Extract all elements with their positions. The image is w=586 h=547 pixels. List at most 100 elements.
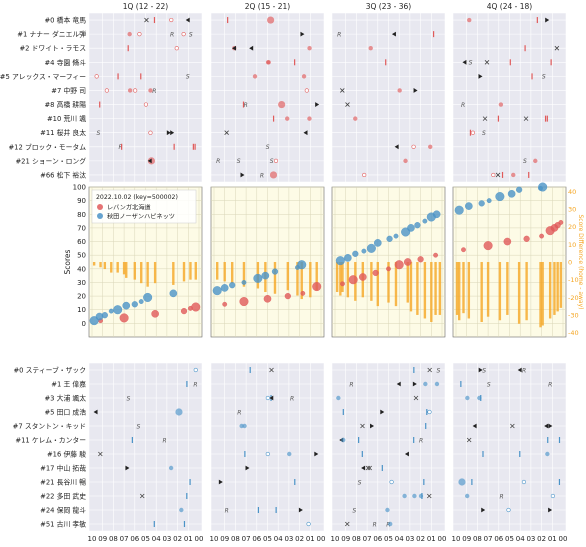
home-score-point [284,292,291,300]
x-tick-label: 07 [242,535,251,543]
free-throw-marker [273,158,279,163]
shot-made-marker [266,60,271,65]
foul-marker [426,409,428,415]
sub-in-marker [315,102,320,107]
away-score-point [212,286,222,296]
free-throw-marker [148,130,153,135]
steal-marker: S [482,130,486,137]
shot-made-marker [239,423,244,429]
home-player-label: #1 ナナー ダニエル弾 [17,30,86,39]
foul-marker [121,143,123,150]
foul-marker [509,59,511,66]
away-score-point [486,198,492,204]
shot-made-marker [368,46,373,51]
steal-marker: S [437,367,441,374]
score-diff-bar [376,262,379,307]
score-diff-bar [103,262,107,270]
foul-marker [358,437,360,443]
score-diff-bar [194,262,197,280]
sub-in-marker [298,507,303,513]
sub-in-marker [218,479,223,485]
quarter-title: 4Q (24 - 18) [487,2,533,11]
x-tick-label: 08 [231,535,240,543]
score-diff-bar [498,262,502,321]
score-diff-bar [146,262,149,287]
x-tick-label: 08 [109,535,118,543]
quarter-title: 2Q (15 - 21) [245,2,291,11]
x-tick-label: 03 [526,535,535,543]
sub-in-marker [545,17,550,23]
score-diff-bar [467,262,471,319]
steal-marker: S [126,395,130,402]
x-tick-label: 09 [341,535,350,543]
away-score-point [220,284,229,292]
score-diff-bar [525,262,528,321]
shot-made-marker [385,507,390,513]
x-tick-label: 04 [395,535,404,543]
sub-in-marker [412,381,417,387]
rebound-marker: R [337,31,341,38]
foul-marker [471,479,473,485]
score-diff-bar [92,262,96,266]
home-player-label: #21 ショーン・ロング [15,156,86,165]
y2-tick-label: 20 [568,223,576,231]
away-score-point [507,190,516,198]
home-player-label: #5 アレックス・マーフィー [0,73,86,81]
sub-in-marker [240,172,245,178]
y-tick-label: 40 [77,265,86,273]
away-player-label: #3 大浦 颯太 [44,394,86,403]
home-player-label: #11 桜井 良太 [40,128,86,137]
home-score-point [348,275,358,285]
shot-made-marker [336,395,341,401]
free-throw-marker [470,130,475,135]
score-diff-bar [140,262,143,284]
miss-marker [482,116,488,121]
home-score-point [340,281,345,287]
home-score-point [191,302,201,312]
score-diff-bar [339,262,342,296]
free-throw-marker [306,521,311,527]
shot-made-marker [269,171,278,179]
x-tick-label: 00 [195,535,204,543]
rebound-marker: R [373,521,377,528]
foul-marker [242,101,245,108]
free-throw-marker [104,88,109,93]
miss-marker [495,172,501,178]
shot-made-marker [148,88,153,93]
home-score-point [359,273,367,281]
home-score-point [403,258,412,266]
away-player-label: #16 伊藤 駿 [47,450,86,459]
score-diff-bar [133,262,136,280]
rebound-marker: R [119,144,123,151]
away-score-point [393,233,399,239]
miss-marker [466,437,472,443]
home-player-label: #12 ブロック・モータム [8,142,86,151]
shot-made-marker [511,172,516,178]
shot-made-marker [467,17,472,23]
home-score-point [222,301,228,307]
y2-tick-label: -30 [568,311,579,319]
miss-marker [554,45,560,51]
shot-made-marker [127,88,133,93]
score-diff-bar [273,262,277,294]
y2-tick-label: 0 [568,259,572,267]
foul-marker [536,17,538,24]
foul-marker [558,479,561,485]
foul-marker [189,479,191,485]
away-score-point [261,271,270,280]
miss-marker [139,493,145,499]
score-diff-bar [553,262,556,315]
sub-out-marker [544,423,549,429]
foul-marker [432,31,435,38]
y2-tick-label: -40 [568,329,579,337]
steal-marker: S [237,158,241,165]
foul-marker [272,115,275,122]
miss-marker [345,102,350,107]
rebound-marker: R [152,88,156,95]
foul-marker [275,507,277,513]
x-tick-label: 06 [373,535,382,543]
away-player-label: #17 中山 拓哉 [40,464,86,473]
free-throw-marker [94,74,99,79]
home-score-point [263,295,272,303]
shot-made-marker [477,395,482,401]
